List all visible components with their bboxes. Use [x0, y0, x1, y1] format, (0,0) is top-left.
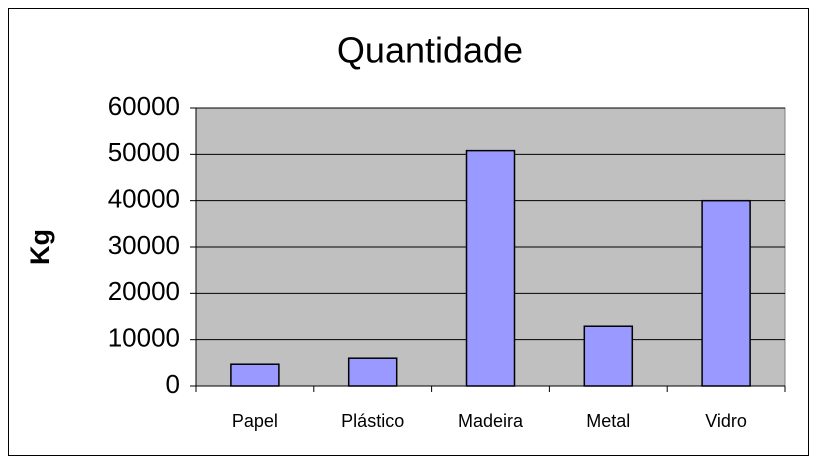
x-tick-label: Metal	[586, 411, 630, 431]
y-tick-label: 10000	[108, 323, 180, 353]
y-tick-label: 20000	[108, 276, 180, 306]
bar	[465, 149, 516, 387]
y-axis-label: Kg	[25, 229, 55, 265]
y-tick-label: 40000	[108, 184, 180, 214]
bar	[230, 363, 280, 387]
x-tick-label: Papel	[232, 411, 278, 431]
bar	[347, 357, 398, 387]
x-tick-label: Madeira	[458, 411, 524, 431]
x-tick-label: Vidro	[705, 411, 747, 431]
y-tick-label: 50000	[108, 137, 180, 167]
x-tick-label: Plástico	[341, 411, 404, 431]
y-tick-label: 60000	[108, 91, 180, 121]
bar	[701, 199, 751, 387]
bar	[583, 325, 634, 387]
chart-title: Quantidade	[337, 30, 523, 71]
y-tick-label: 0	[166, 369, 180, 399]
y-tick-label: 30000	[108, 230, 180, 260]
